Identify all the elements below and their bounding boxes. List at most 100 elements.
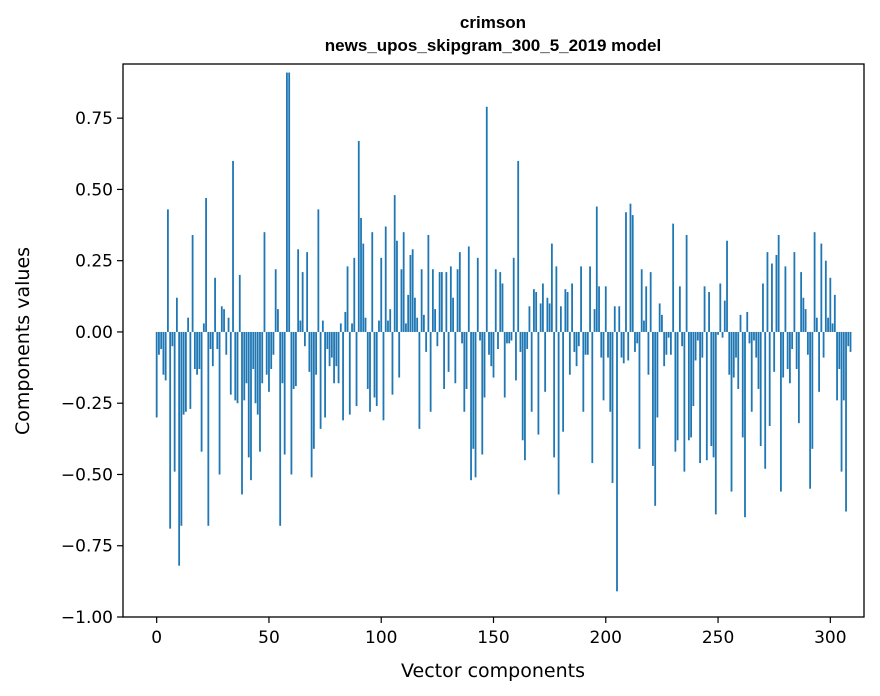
bar — [533, 289, 535, 332]
bar — [611, 331, 614, 484]
bar — [800, 272, 803, 332]
bar — [681, 331, 684, 347]
bar — [768, 331, 771, 427]
bar — [366, 331, 369, 389]
bar — [476, 257, 479, 332]
bar — [553, 331, 556, 458]
bar — [299, 320, 302, 332]
bar — [501, 283, 504, 332]
bar — [535, 292, 538, 332]
bar — [694, 331, 697, 361]
bar — [485, 106, 488, 332]
bar — [364, 317, 367, 332]
y-tick-label: 0.50 — [75, 180, 113, 200]
bar — [771, 263, 773, 332]
bar — [806, 331, 809, 355]
bar — [577, 331, 580, 347]
bar — [243, 331, 246, 401]
bar — [526, 331, 529, 350]
bar — [414, 297, 416, 332]
bar — [250, 331, 252, 481]
bar — [735, 331, 737, 358]
bar — [382, 331, 385, 421]
bar — [405, 323, 407, 332]
bar — [739, 314, 742, 332]
bar — [515, 331, 517, 381]
bar — [391, 331, 394, 395]
bar — [290, 331, 293, 475]
bar — [809, 331, 812, 489]
bar — [609, 331, 612, 412]
bar — [470, 331, 472, 481]
bar — [254, 331, 257, 404]
bar — [519, 331, 522, 352]
bar — [411, 249, 414, 332]
bar — [506, 331, 508, 344]
bar — [234, 331, 237, 401]
bar — [840, 331, 843, 472]
bars — [155, 72, 852, 592]
bar — [256, 331, 259, 415]
bar — [463, 331, 466, 412]
bar — [555, 266, 558, 332]
bar — [319, 331, 322, 429]
bar — [263, 232, 266, 332]
bar — [539, 303, 542, 332]
bar — [184, 331, 187, 412]
bar — [714, 331, 717, 515]
bar — [229, 331, 232, 395]
bar — [297, 249, 300, 332]
bar — [196, 331, 198, 375]
bar — [741, 331, 744, 438]
bar — [288, 72, 291, 332]
bar — [218, 331, 221, 475]
bar — [730, 331, 733, 492]
bar — [813, 232, 816, 332]
bar — [252, 331, 255, 370]
bar — [645, 286, 648, 332]
bar — [777, 235, 780, 332]
bar — [436, 331, 439, 347]
bar — [762, 283, 764, 332]
bar — [169, 331, 172, 529]
bar — [542, 283, 544, 332]
y-tick-label: −0.50 — [61, 465, 113, 485]
bar — [786, 331, 789, 370]
bar — [663, 331, 666, 367]
bar — [160, 331, 163, 350]
bar — [550, 243, 553, 332]
bar — [324, 331, 326, 418]
bar — [784, 266, 787, 332]
bar — [344, 311, 347, 332]
bar — [708, 292, 710, 332]
bar — [728, 331, 731, 375]
x-axis-ticks: 0 50 100 150 200 250 300 — [151, 617, 847, 648]
bar — [602, 331, 605, 401]
bar — [580, 266, 582, 332]
bar — [508, 331, 511, 344]
bar — [461, 331, 463, 344]
bar — [575, 331, 578, 367]
bar — [562, 331, 565, 432]
bar — [420, 269, 423, 332]
bar — [202, 323, 205, 332]
bar — [764, 331, 767, 469]
bar — [279, 331, 282, 526]
bar — [640, 269, 643, 332]
bar — [831, 323, 834, 332]
bar — [422, 314, 425, 332]
bar — [301, 272, 304, 332]
bar — [750, 331, 753, 412]
bar — [286, 72, 288, 332]
bar — [766, 252, 769, 332]
bar — [443, 331, 445, 389]
bar — [158, 331, 160, 355]
bar — [564, 289, 567, 332]
bar — [499, 272, 502, 332]
bar — [481, 331, 484, 455]
bar — [544, 331, 547, 392]
bar — [687, 331, 690, 441]
bar — [164, 331, 167, 381]
bar — [425, 331, 428, 352]
bar — [685, 235, 688, 332]
